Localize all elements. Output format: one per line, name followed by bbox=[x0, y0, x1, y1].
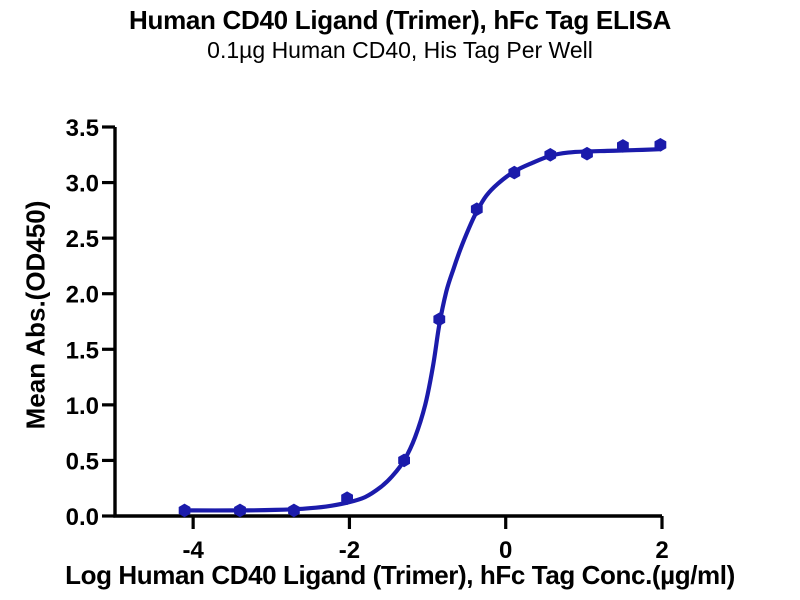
x-tick-label: -2 bbox=[339, 537, 360, 564]
y-tick-label: 0.5 bbox=[66, 448, 99, 475]
data-point bbox=[398, 453, 410, 468]
y-tick-label: 3.5 bbox=[66, 115, 99, 142]
data-point bbox=[508, 165, 521, 180]
data-point bbox=[234, 503, 246, 518]
chart-title: Human CD40 Ligand (Trimer), hFc Tag ELIS… bbox=[129, 5, 671, 35]
y-tick-label: 1.0 bbox=[66, 393, 99, 420]
x-axis-label: Log Human CD40 Ligand (Trimer), hFc Tag … bbox=[65, 560, 735, 590]
chart-subtitle: 0.1µg Human CD40, His Tag Per Well bbox=[207, 37, 593, 63]
y-tick-label: 0.0 bbox=[66, 504, 99, 531]
data-point bbox=[544, 148, 557, 162]
data-point bbox=[288, 503, 300, 518]
x-tick-label: -4 bbox=[182, 537, 204, 564]
data-point bbox=[581, 146, 593, 161]
y-tick-label: 1.5 bbox=[66, 337, 99, 364]
fit-curve bbox=[182, 147, 663, 513]
x-tick-label: 2 bbox=[655, 537, 668, 564]
data-point bbox=[470, 202, 483, 216]
data-point bbox=[654, 138, 667, 152]
data-point bbox=[617, 139, 629, 153]
data-point bbox=[341, 491, 353, 505]
x-tick-label: 0 bbox=[499, 537, 512, 564]
y-tick-label: 2.0 bbox=[66, 282, 99, 309]
axis-spines bbox=[113, 127, 662, 518]
data-point bbox=[433, 312, 446, 327]
y-tick-label: 2.5 bbox=[66, 226, 99, 253]
data-point bbox=[178, 503, 191, 518]
y-tick-label: 3.0 bbox=[66, 171, 99, 198]
